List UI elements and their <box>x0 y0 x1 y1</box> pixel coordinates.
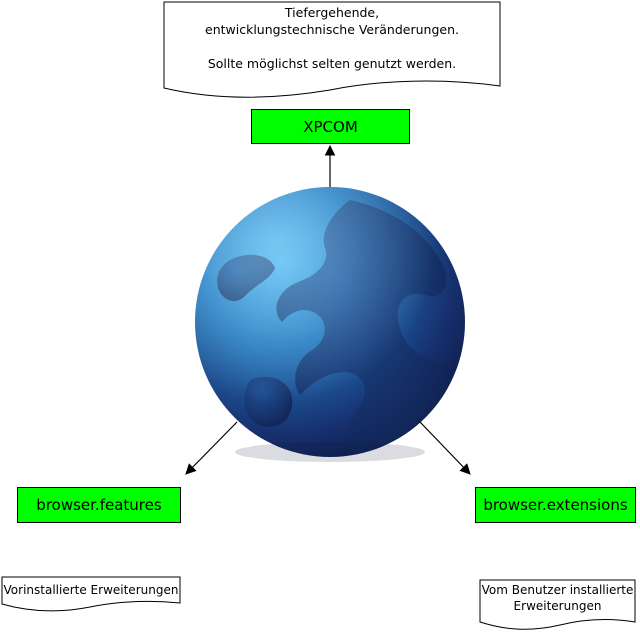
top-note-line: Sollte möglichst selten genutzt werden. <box>207 56 457 71</box>
browser-extensions-box: browser.extensions <box>475 487 636 523</box>
bottom-right-note: Vom Benutzer installierte Erweiterungen <box>480 582 635 614</box>
bottom-left-note-line: Vorinstallierte Erweiterungen <box>3 583 179 597</box>
xpcom-box: XPCOM <box>251 109 410 144</box>
bottom-right-note-line: Erweiterungen <box>513 599 602 613</box>
top-note-shape <box>163 1 501 98</box>
bottom-left-note: Vorinstallierte Erweiterungen <box>2 582 180 599</box>
top-note-line <box>164 38 500 55</box>
top-note: Tiefergehende, entwicklungstechnische Ve… <box>164 4 500 72</box>
top-note-line: entwicklungstechnische Veränderungen. <box>205 22 459 37</box>
browser-features-label: browser.features <box>36 496 162 514</box>
arrow-to-features <box>185 421 238 475</box>
xpcom-label: XPCOM <box>303 117 358 136</box>
arrow-to-extensions <box>419 421 471 475</box>
firefox-globe-icon <box>195 187 465 462</box>
bottom-right-note-line: Vom Benutzer installierte <box>481 583 634 597</box>
top-note-line: Tiefergehende, <box>284 5 380 20</box>
bottom-right-note-shape <box>479 579 636 630</box>
browser-features-box: browser.features <box>17 487 181 523</box>
bottom-left-note-shape <box>1 576 181 612</box>
browser-extensions-label: browser.extensions <box>483 496 628 514</box>
